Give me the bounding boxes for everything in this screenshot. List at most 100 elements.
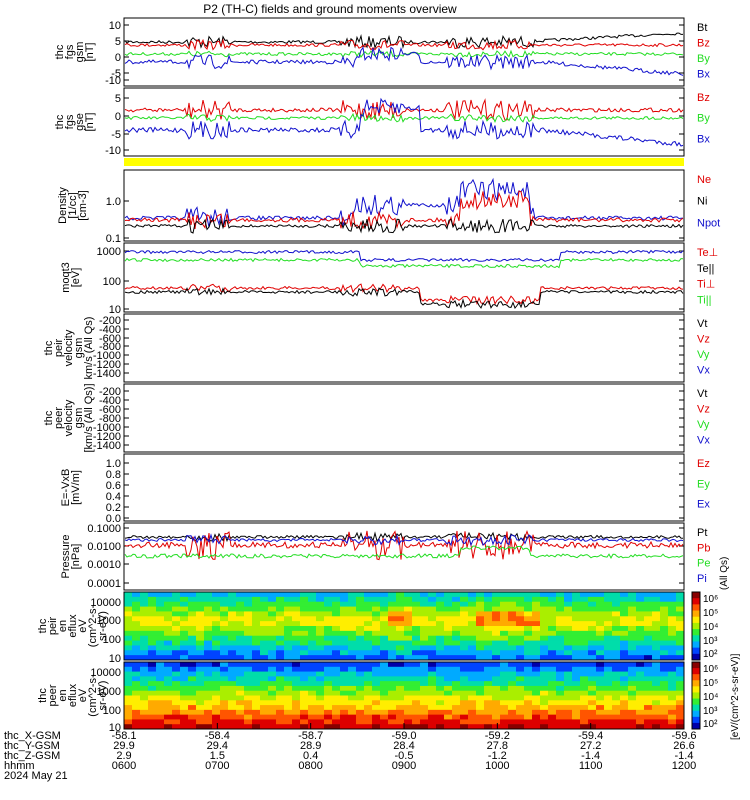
spectrogram-cell	[612, 695, 620, 701]
y-tick-label: 0.8	[106, 469, 121, 481]
spectrogram-cell	[284, 666, 292, 673]
spectrogram-cell	[172, 662, 180, 668]
spectrogram-cell	[516, 630, 524, 637]
spectrogram-cell	[484, 596, 492, 603]
spectrogram-cell	[436, 621, 444, 627]
spectrogram-cell	[180, 635, 188, 642]
spectrogram-cell	[468, 700, 476, 706]
x-axis-row-label: thc_Y-GSM	[4, 740, 60, 752]
spectrogram-cell	[564, 592, 572, 598]
spectrogram-cell	[188, 601, 196, 608]
spectrogram-cell	[164, 705, 172, 711]
spectrogram-cell	[316, 666, 324, 673]
spectrogram-cell	[556, 601, 564, 608]
spectrogram-cell	[620, 700, 628, 706]
spectrogram-cell	[156, 685, 164, 692]
spectrogram-cell	[668, 662, 676, 668]
spectrogram-cell	[428, 676, 436, 682]
spectrogram-cell	[260, 601, 268, 608]
spectrogram-cell	[516, 606, 524, 612]
y-tick-label: -200	[99, 386, 121, 398]
spectrogram-cell	[260, 621, 268, 627]
spectrogram-cell	[492, 714, 500, 720]
spectrogram-cell	[428, 705, 436, 711]
spectrogram-cell	[492, 630, 500, 637]
spectrogram-cell	[348, 690, 356, 696]
x-axis-value: 26.6	[673, 740, 694, 752]
spectrogram-cell	[228, 621, 236, 627]
spectrogram-cell	[156, 705, 164, 711]
spectrogram-cell	[644, 681, 652, 687]
spectrogram-cell	[388, 695, 396, 701]
spectrogram-cell	[180, 690, 188, 696]
spectrogram-cell	[268, 714, 276, 720]
spectrogram-cell	[460, 611, 468, 617]
spectrogram-cell	[228, 645, 236, 651]
quality-flag-bar	[124, 158, 684, 166]
spectrogram-cell	[564, 650, 572, 656]
x-axis-value: -59.6	[671, 730, 696, 742]
spectrogram-cell	[492, 695, 500, 701]
spectrogram-cell	[500, 635, 508, 642]
legend-entry: Ti⊥	[697, 279, 715, 291]
spectrogram-cell	[548, 709, 556, 716]
spectrogram-cell	[524, 709, 532, 716]
spectrogram-cell	[548, 621, 556, 627]
spectrogram-cell	[652, 719, 660, 725]
spectrogram-cell	[332, 685, 340, 692]
spectrogram-cell	[268, 606, 276, 612]
spectrogram-cell	[276, 662, 284, 668]
spectrogram-cell	[180, 705, 188, 711]
y-axis-label: thc	[43, 340, 55, 355]
spectrogram-cell	[260, 616, 268, 622]
spectrogram-cell	[468, 630, 476, 637]
spectrogram-cell	[500, 650, 508, 656]
spectrogram-cell	[516, 685, 524, 692]
spectrogram-cell	[332, 645, 340, 651]
spectrogram-cell	[260, 676, 268, 682]
spectrogram-cell	[188, 695, 196, 701]
spectrogram-cell	[228, 705, 236, 711]
spectrogram-cell	[196, 709, 204, 716]
spectrogram-cell	[380, 626, 388, 632]
x-axis-row-label: thc_X-GSM	[4, 730, 61, 742]
spectrogram-cell	[548, 676, 556, 682]
spectrogram-cell	[500, 724, 508, 730]
spectrogram-cell	[668, 705, 676, 711]
spectrogram-cell	[572, 626, 580, 632]
spectrogram-cell	[356, 655, 364, 661]
spectrogram-cell	[172, 655, 180, 661]
spectrogram-cell	[180, 714, 188, 720]
y-axis-label: moqt3	[60, 262, 72, 293]
spectrogram-cell	[172, 626, 180, 632]
spectrogram-cell	[508, 616, 516, 622]
spectrogram-cell	[308, 601, 316, 608]
spectrogram-cell	[276, 635, 284, 642]
spectrogram-cell	[316, 640, 324, 646]
colorbar-segment	[692, 635, 700, 642]
spectrogram-cell	[220, 666, 228, 673]
spectrogram-cell	[500, 611, 508, 617]
spectrogram-cell	[348, 724, 356, 730]
spectrogram-cell	[284, 709, 292, 716]
spectrogram-cell	[460, 606, 468, 612]
spectrogram-cell	[492, 681, 500, 687]
spectrogram-cell	[476, 690, 484, 696]
spectrogram-cell	[212, 671, 220, 677]
spectrogram-cell	[668, 666, 676, 673]
spectrogram-cell	[156, 719, 164, 725]
spectrogram-cell	[172, 635, 180, 642]
spectrogram-cell	[548, 635, 556, 642]
spectrogram-cell	[140, 626, 148, 632]
spectrogram-cell	[612, 705, 620, 711]
spectrogram-cell	[572, 676, 580, 682]
y-tick-label: 10	[109, 722, 121, 734]
spectrogram-cell	[372, 606, 380, 612]
spectrogram-cell	[388, 714, 396, 720]
spectrogram-cell	[364, 714, 372, 720]
spectrogram-cell	[252, 650, 260, 656]
spectrogram-cell	[612, 611, 620, 617]
spectrogram-cell	[468, 626, 476, 632]
spectrogram-cell	[188, 705, 196, 711]
y-axis-label: thc	[37, 688, 49, 703]
